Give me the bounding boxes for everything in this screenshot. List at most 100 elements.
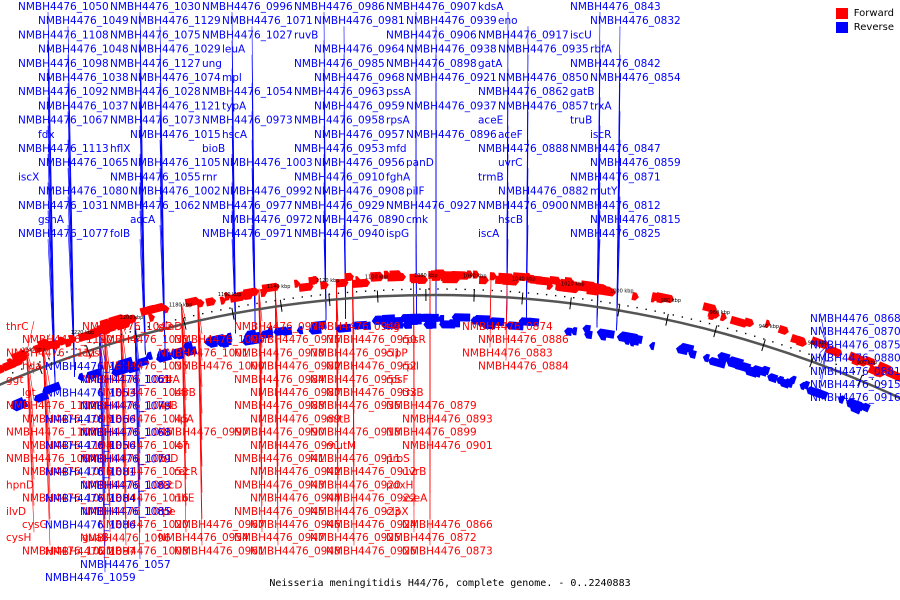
minor-tick (337, 292, 340, 294)
minor-tick (582, 298, 584, 300)
forward-leader-line (352, 278, 355, 546)
reverse-gene-label: NMBH4476_1075 (110, 29, 201, 41)
reverse-gene-label: NMBH4476_0957 (314, 129, 405, 141)
reverse-leader-line (616, 224, 621, 331)
reverse-gene-label: NMBH4476_1073 (110, 115, 201, 127)
forward-leader-line (120, 320, 127, 546)
minor-tick (319, 294, 322, 296)
minor-tick (645, 308, 647, 311)
forward-gene-label: guaB (82, 532, 109, 544)
tick-mark (569, 297, 572, 310)
reverse-gene-label: trmB (478, 171, 504, 183)
forward-gene-label: hda (22, 361, 42, 373)
leader-line (819, 312, 828, 346)
minor-tick (573, 297, 575, 299)
reverse-gene-label: NMBH4476_0958 (294, 115, 385, 127)
reverse-gene-label: NMBH4476_1054 (202, 86, 293, 98)
minor-tick (147, 326, 150, 328)
reverse-gene-feature (77, 372, 85, 382)
forward-gene-label: NMBH4476_1044 (82, 400, 173, 412)
gene-label: NMBH4476_0915 (810, 379, 900, 391)
forward-gene-feature (489, 272, 497, 281)
forward-gene-label: pdxH (386, 479, 413, 491)
legend-entry-reverse: Reverse (835, 22, 894, 33)
forward-gene-label: cysI (82, 347, 103, 359)
reverse-gene-feature (564, 327, 573, 336)
forward-gene-feature (631, 292, 639, 301)
forward-gene-label: NMBH4476_1033 (98, 334, 189, 346)
minor-tick (518, 291, 521, 293)
reverse-gene-feature (423, 320, 437, 329)
minor-tick (446, 288, 448, 290)
forward-gene-feature (525, 272, 532, 281)
reverse-gene-label: NMBH4476_0963 (294, 86, 385, 98)
reverse-gene-label: NMBH4476_0843 (570, 1, 661, 13)
gene-label: NMBH4476_0916 (810, 392, 900, 404)
forward-gene-label: NMBH4476_0947 (234, 532, 325, 544)
reverse-gene-feature (360, 321, 372, 331)
reverse-gene-label: NMBH4476_0971 (202, 228, 293, 240)
reverse-gene-feature (243, 331, 261, 343)
minor-tick (138, 328, 141, 330)
forward-gene-label: NMBH4476_1046 (82, 427, 173, 439)
reverse-gene-label: pilF (406, 186, 425, 198)
reverse-gene-label: fdx (38, 129, 55, 141)
tick-label: 1120 kbp (316, 278, 340, 284)
reverse-gene-label: NMBH4476_1055 (110, 171, 201, 183)
forward-gene-label: rpe (158, 506, 175, 518)
reverse-gene-label: NMBH4476_0953 (294, 143, 385, 155)
gene-label: NMBH4476_1078 (80, 401, 171, 413)
minor-tick (772, 341, 774, 343)
map-caption: Neisseria meningitidis H44/76, complete … (269, 578, 631, 589)
reverse-gene-label: NMBH4476_1003 (222, 157, 313, 169)
forward-gene-feature (795, 337, 807, 347)
reverse-gene-label: NMBH4476_1015 (130, 129, 221, 141)
forward-gene-label: NMBH4476_1042 (82, 321, 173, 333)
reverse-gene-feature (145, 351, 154, 361)
gene-label: NMBH4476_1061 (80, 374, 171, 386)
forward-gene-feature (344, 272, 354, 282)
minor-tick (871, 378, 874, 380)
minor-tick (509, 290, 512, 293)
reverse-gene-label: iscU (570, 29, 592, 41)
forward-gene-label: NMBH4476_0955 (310, 374, 401, 386)
reverse-leader-line (251, 224, 256, 331)
tick-label: 1220 kbp (71, 330, 95, 336)
reverse-gene-label: NMBH4476_1050 (18, 1, 109, 13)
minor-tick (735, 330, 738, 332)
minor-tick (835, 363, 837, 366)
reverse-gene-label: NMBH4476_0968 (314, 72, 405, 84)
reverse-gene-label: NMBH4476_0857 (498, 100, 589, 112)
gene-label: NMBH4476_1079 (80, 453, 171, 465)
minor-tick (880, 382, 883, 384)
forward-gene-label: NMBH4476_0866 (402, 519, 493, 531)
kbp-tick-marks: 1240 kbp 1220 kbp 1200 kbp 1180 kbp 1160 kbp… (12, 273, 892, 388)
forward-gene-label: NMBH4476_0945 (234, 506, 325, 518)
forward-gene-label: NMBH4476_0912 (326, 466, 417, 478)
forward-gene-feature (11, 354, 20, 364)
reverse-gene-label: NMBH4476_1077 (18, 228, 109, 240)
reverse-gene-label: NMBH4476_0825 (570, 228, 661, 240)
forward-gene-feature (555, 281, 562, 291)
minor-tick (455, 288, 457, 290)
minor-tick (862, 374, 865, 377)
reverse-gene-label: NMBH4476_1113 (18, 143, 109, 155)
gene-label: NMBH4476_1057 (80, 559, 171, 571)
reverse-gene-label: NMBH4476_1105 (130, 157, 221, 169)
forward-gene-label: NMBH4476_0899 (386, 427, 477, 439)
gene-label: NMBH4476_0880 (810, 353, 900, 365)
reverse-gene-feature (802, 380, 811, 390)
reverse-gene-label: gshA (38, 214, 65, 226)
minor-tick (437, 288, 439, 290)
reverse-gene-label: NMBH4476_0906 (386, 29, 477, 41)
forward-gene-label: thrC (6, 321, 28, 333)
reverse-gene-label: NMBH4476_0959 (314, 100, 405, 112)
reverse-gene-label: NMBH4476_0850 (498, 72, 589, 84)
forward-gene-label: NMBH4476_0872 (386, 532, 477, 544)
reverse-gene-label: NMBH4476_0956 (314, 157, 405, 169)
forward-gene-label: rpsR (402, 334, 426, 346)
reverse-gene-feature (616, 333, 629, 343)
minor-tick (500, 290, 503, 292)
tick-mark (85, 345, 91, 357)
